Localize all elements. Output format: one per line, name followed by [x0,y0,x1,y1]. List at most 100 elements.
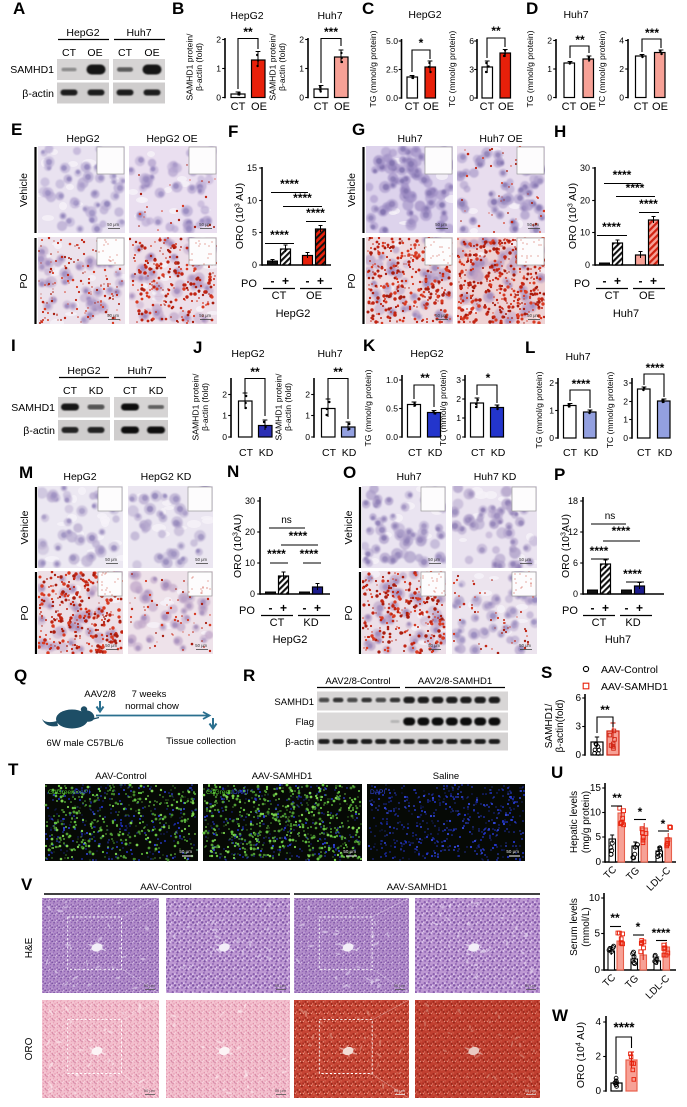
svg-text:Vehicle: Vehicle [346,173,358,207]
svg-text:15: 15 [247,163,257,173]
svg-text:I: I [11,336,16,355]
svg-text:KD: KD [491,447,506,459]
svg-text:KD: KD [342,447,357,459]
svg-text:4: 4 [619,36,624,46]
svg-text:CT: CT [637,447,652,459]
svg-text:Huh7: Huh7 [397,133,422,145]
svg-text:+: + [314,601,321,615]
svg-text:normal chow: normal chow [125,701,179,712]
svg-text:KD: KD [658,447,673,459]
svg-text:SAMHD1 protein/: SAMHD1 protein/ [268,33,278,100]
svg-text:CT: CT [405,101,420,113]
svg-text:OE: OE [306,290,322,302]
svg-text:6: 6 [469,36,474,46]
svg-text:Vehicle: Vehicle [19,510,31,544]
svg-text:1: 1 [299,64,304,74]
svg-text:****: **** [623,567,642,581]
svg-text:+: + [602,601,609,615]
svg-text:**: ** [491,24,501,38]
svg-text:0.0: 0.0 [386,432,398,442]
svg-text:CT: CT [270,617,285,629]
svg-text:**: ** [575,33,585,47]
svg-text:KD: KD [428,447,443,459]
svg-text:1.0: 1.0 [386,375,398,385]
svg-text:50 μm: 50 μm [519,557,531,562]
svg-text:CT: CT [231,101,246,113]
svg-text:KD: KD [625,617,640,629]
svg-text:TC (mmol/g protein): TC (mmol/g protein) [447,31,457,108]
svg-text:CT: CT [322,447,337,459]
svg-text:CT: CT [314,101,329,113]
svg-text:PO: PO [574,278,590,290]
svg-text:*: * [486,371,491,385]
svg-text:SAMHD1/: SAMHD1/ [544,704,555,749]
svg-text:J: J [193,338,202,357]
svg-text:SAMHD1: SAMHD1 [274,697,314,708]
svg-text:2: 2 [216,35,221,45]
svg-text:10: 10 [580,228,590,238]
svg-text:PO: PO [239,605,255,617]
svg-text:CT: CT [118,47,133,59]
svg-text:K: K [363,336,376,355]
svg-text:****: **** [293,191,312,205]
svg-text:+: + [280,601,287,615]
svg-text:0: 0 [305,432,310,442]
svg-text:Huh7: Huh7 [565,351,590,363]
svg-text:****: **** [306,206,325,220]
svg-text:+: + [317,274,324,288]
svg-text:CT: CT [471,447,486,459]
svg-text:HepG2: HepG2 [231,348,264,360]
svg-text:ORO (103 AU): ORO (103 AU) [234,183,246,249]
svg-text:ns: ns [605,511,616,522]
svg-text:0: 0 [575,750,581,761]
svg-text:****: **** [572,377,591,391]
svg-text:****: **** [300,547,319,561]
svg-text:2: 2 [549,378,554,388]
svg-text:3: 3 [456,375,461,385]
svg-text:TG (mmol/g protein): TG (mmol/g protein) [368,30,378,107]
svg-text:50 μm: 50 μm [519,643,531,648]
svg-text:CT: CT [62,47,77,59]
svg-text:30: 30 [245,496,255,506]
svg-text:HepG2: HepG2 [66,27,99,39]
svg-text:18: 18 [568,496,578,506]
svg-text:PO: PO [346,273,358,288]
svg-text:PO: PO [19,605,31,620]
svg-text:CT: CT [605,290,620,302]
svg-text:β-actin: β-actin [22,88,54,100]
svg-text:AAV-SAMHD1: AAV-SAMHD1 [601,681,668,693]
svg-text:+: + [636,601,643,615]
svg-text:HepG2: HepG2 [410,348,443,360]
svg-text:HepG2: HepG2 [67,365,100,377]
svg-text:CT: CT [63,385,78,397]
svg-text:HepG2: HepG2 [276,308,311,320]
svg-text:KD: KD [149,385,164,397]
svg-text:OE: OE [251,101,267,113]
svg-text:2: 2 [299,35,304,45]
svg-text:6: 6 [575,693,581,704]
svg-text:β-actin (fold): β-actin (fold) [200,383,210,431]
svg-text:50 μm: 50 μm [195,557,207,562]
svg-text:-: - [271,274,275,288]
svg-text:Saline: Saline [433,771,459,782]
svg-text:β-actin: β-actin [23,425,55,437]
svg-text:SAMHD1 protein/: SAMHD1 protein/ [274,373,284,440]
svg-text:3: 3 [623,378,628,388]
svg-text:50 μm: 50 μm [428,643,440,648]
svg-text:SAMHD1 protein/: SAMHD1 protein/ [185,33,195,100]
svg-text:0: 0 [299,93,304,103]
svg-text:1: 1 [222,411,227,421]
svg-text:Huh7 OE: Huh7 OE [479,133,522,145]
svg-text:SAMHD1 protein/: SAMHD1 protein/ [191,373,201,440]
svg-text:-: - [625,601,629,615]
svg-text:PO: PO [241,278,257,290]
svg-text:O: O [343,463,356,482]
svg-text:HepG2 KD: HepG2 KD [141,471,192,483]
svg-text:***: *** [645,26,659,40]
svg-text:50 μm: 50 μm [428,557,440,562]
svg-text:β-actin (fold): β-actin (fold) [194,43,204,91]
svg-text:0: 0 [573,589,578,599]
svg-text:CT: CT [634,101,649,113]
svg-text:Tissue collection: Tissue collection [166,736,236,747]
svg-text:OE: OE [498,101,514,113]
